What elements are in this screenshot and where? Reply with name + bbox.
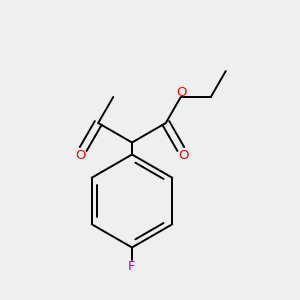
Text: F: F — [128, 260, 136, 273]
Text: O: O — [76, 149, 86, 162]
Text: O: O — [178, 149, 189, 162]
Text: O: O — [176, 86, 187, 99]
